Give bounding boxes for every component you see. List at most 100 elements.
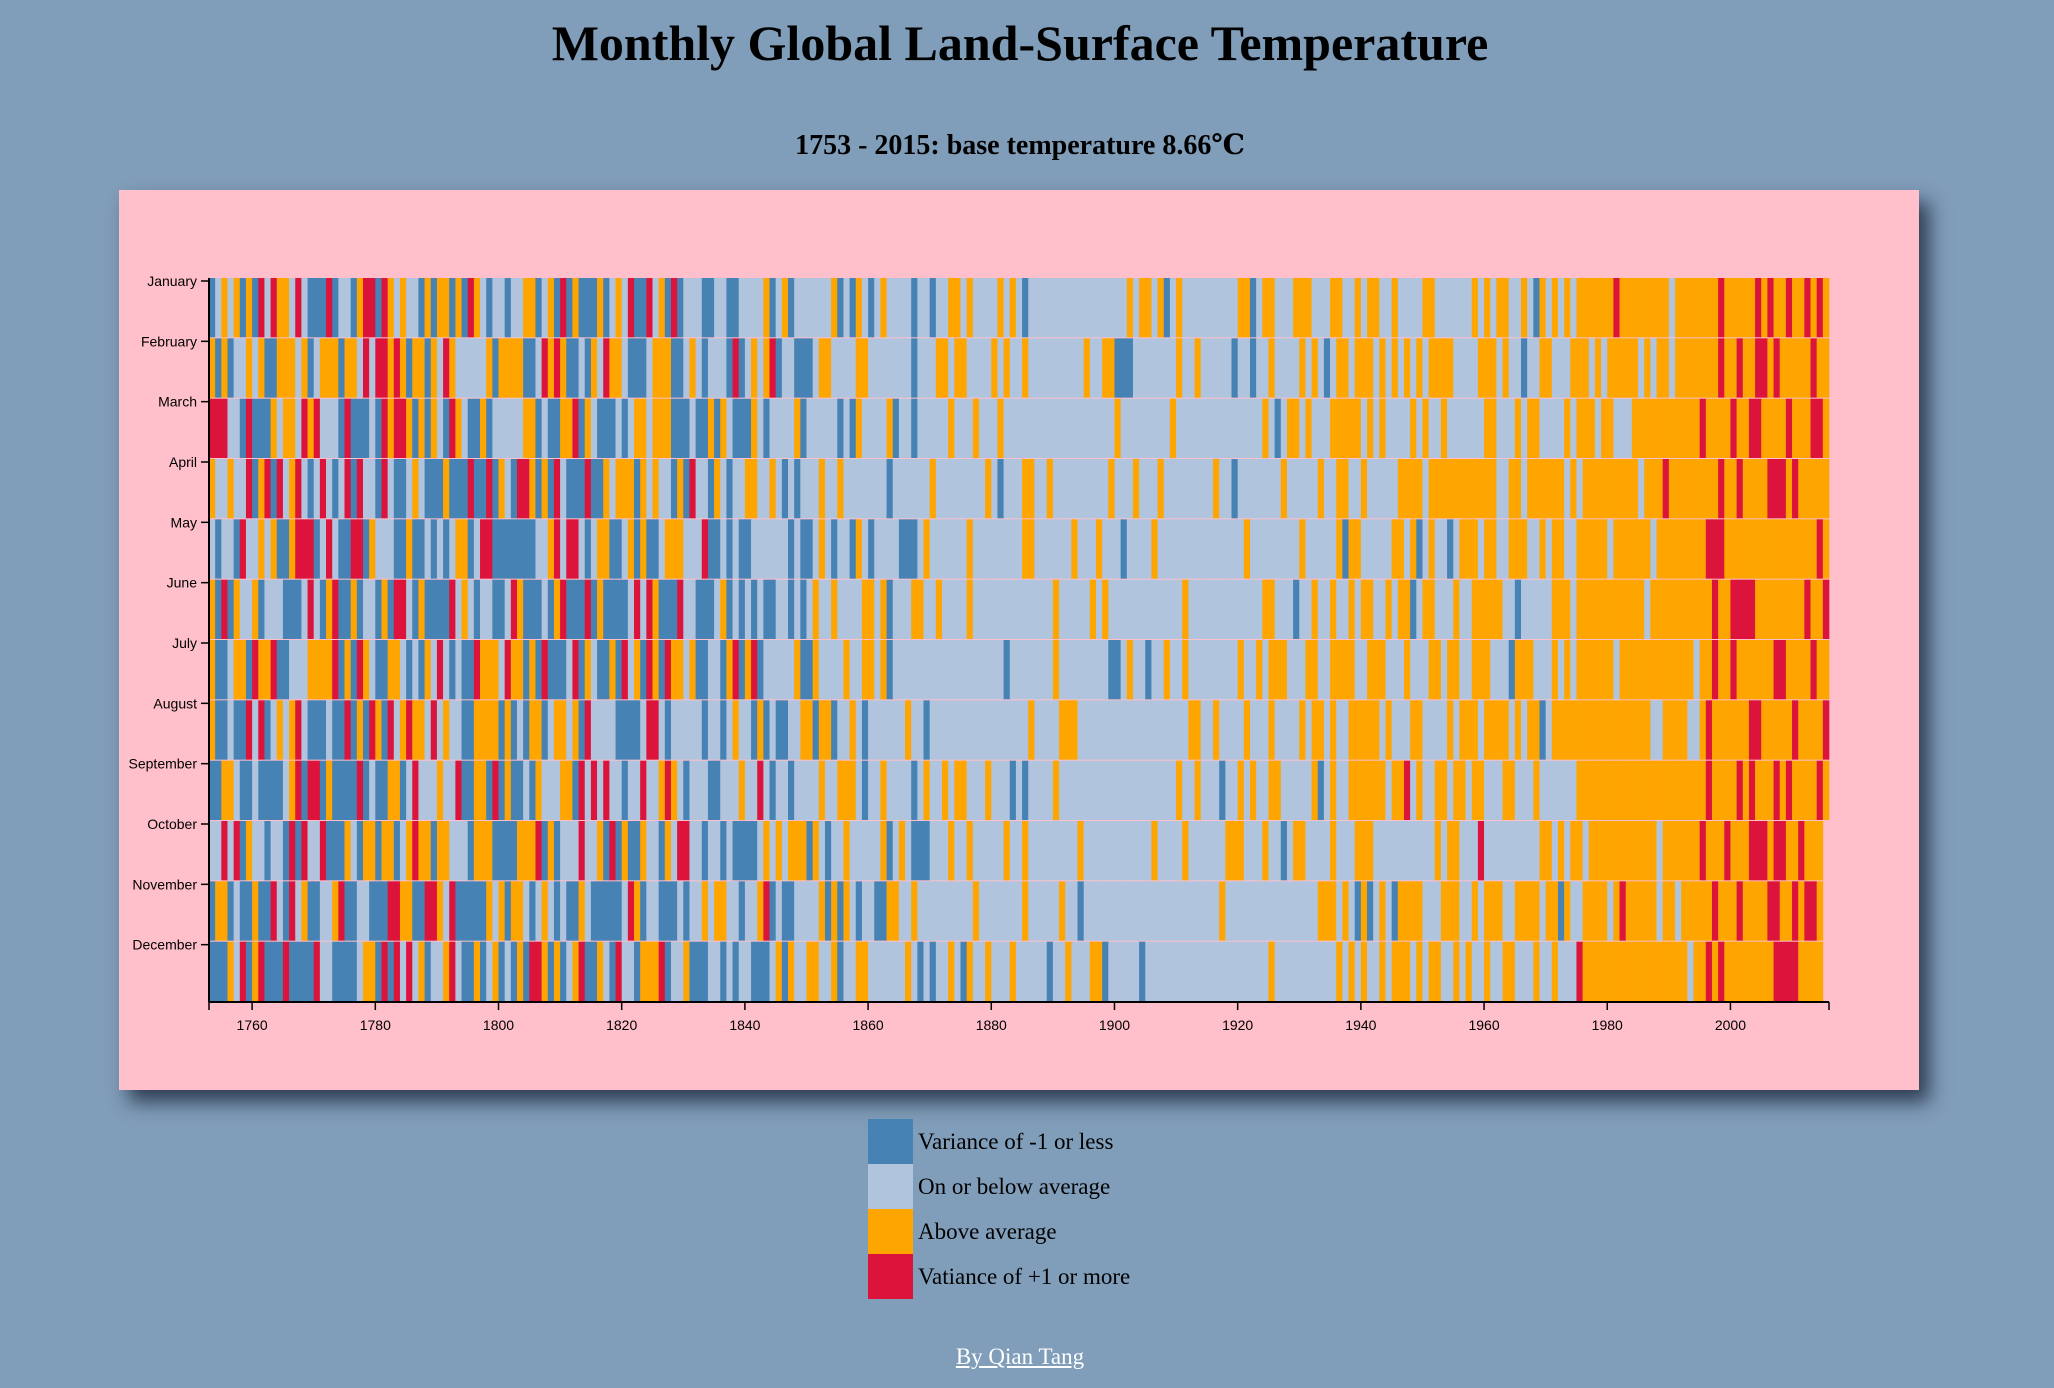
heatmap-cell [1656, 278, 1664, 338]
heatmap-cell [547, 941, 555, 1001]
heatmap-cell [1249, 579, 1257, 639]
heatmap-cell [1102, 941, 1109, 1001]
heatmap-cell [929, 398, 937, 458]
heatmap-cell [701, 338, 709, 398]
heatmap-cell [634, 459, 641, 519]
heatmap-cell [1367, 579, 1374, 639]
heatmap-cell [1607, 459, 1614, 519]
heatmap-cell [1379, 760, 1386, 820]
heatmap-cell [794, 640, 801, 700]
heatmap-cell [1126, 398, 1134, 458]
heatmap-cell [806, 821, 813, 881]
heatmap-cell [1650, 398, 1657, 458]
heatmap-cell [1724, 398, 1731, 458]
heatmap-cell [812, 760, 820, 820]
heatmap-cell [430, 700, 438, 760]
heatmap-cell [473, 278, 481, 338]
heatmap-cell [695, 640, 703, 700]
heatmap-cell [1268, 398, 1275, 458]
heatmap-cell [886, 579, 894, 639]
heatmap-cell [1403, 398, 1411, 458]
heatmap-cell [1792, 700, 1799, 760]
heatmap-cell [1200, 338, 1208, 398]
heatmap-cell [1348, 821, 1356, 881]
heatmap-cell [1588, 640, 1596, 700]
heatmap-cell [1274, 821, 1282, 881]
heatmap-cell [1034, 700, 1041, 760]
heatmap-cell [326, 459, 333, 519]
heatmap-cell [664, 398, 672, 458]
heatmap-cell [1434, 579, 1442, 639]
heatmap-cell [258, 459, 265, 519]
heatmap-cell [1484, 700, 1491, 760]
heatmap-cell [905, 338, 912, 398]
heatmap-cell [1089, 278, 1097, 338]
heatmap-cell [295, 821, 302, 881]
heatmap-cell [344, 278, 352, 338]
heatmap-cell [683, 519, 690, 579]
heatmap-cell [1631, 821, 1639, 881]
heatmap-cell [615, 519, 623, 579]
heatmap-cell [289, 338, 296, 398]
heatmap-cell [1397, 459, 1405, 519]
heatmap-cell [1447, 278, 1454, 338]
heatmap-cell [1668, 821, 1676, 881]
heatmap-cell [1009, 338, 1017, 398]
heatmap-cell [1447, 881, 1454, 941]
heatmap-cell [221, 881, 228, 941]
heatmap-cell [720, 760, 727, 820]
heatmap-cell [1477, 941, 1485, 1001]
heatmap-cell [227, 941, 234, 1001]
heatmap-cell [911, 881, 918, 941]
author-link[interactable]: By Qian Tang [955, 1344, 1085, 1369]
heatmap-cell [1625, 338, 1633, 398]
heatmap-cell [664, 459, 672, 519]
heatmap-cell [627, 459, 635, 519]
heatmap-cell [1083, 941, 1091, 1001]
heatmap-cell [1631, 941, 1639, 1001]
heatmap-cell [732, 700, 740, 760]
heatmap-cell [1114, 459, 1121, 519]
heatmap-cell [1286, 640, 1294, 700]
heatmap-cell [1521, 579, 1528, 639]
heatmap-cell [609, 579, 616, 639]
heatmap-cell [338, 398, 345, 458]
heatmap-cell [707, 640, 715, 700]
heatmap-cell [1293, 941, 1300, 1001]
heatmap-cell [997, 519, 1004, 579]
heatmap-cell [1194, 278, 1202, 338]
heatmap-cell [393, 640, 401, 700]
heatmap-cell [1576, 338, 1583, 398]
heatmap-cell [572, 760, 579, 820]
heatmap-cell [781, 881, 789, 941]
heatmap-cell [738, 821, 746, 881]
heatmap-cell [1379, 278, 1386, 338]
heatmap-cell [1391, 640, 1399, 700]
heatmap-cell [1459, 760, 1466, 820]
heatmap-cell [233, 760, 241, 820]
y-tick-label: December [132, 937, 197, 953]
heatmap-cell [1724, 821, 1731, 881]
heatmap-cell [1588, 881, 1596, 941]
heatmap-cell [430, 398, 438, 458]
heatmap-cell [1052, 821, 1060, 881]
heatmap-cell [1508, 700, 1516, 760]
heatmap-cell [757, 519, 764, 579]
heatmap-cell [1385, 760, 1393, 820]
heatmap-cell [1675, 640, 1682, 700]
heatmap-cell [356, 278, 364, 338]
heatmap-cell [714, 821, 721, 881]
heatmap-cell [720, 700, 727, 760]
heatmap-cell [1052, 579, 1060, 639]
heatmap-cell [362, 278, 370, 338]
heatmap-cell [1718, 700, 1725, 760]
heatmap-cell [818, 398, 826, 458]
heatmap-cell [658, 278, 666, 338]
heatmap-cell [788, 941, 795, 1001]
heatmap-cell [892, 579, 900, 639]
heatmap-cell [1286, 881, 1294, 941]
heatmap-cell [215, 459, 222, 519]
heatmap-cell [1169, 459, 1177, 519]
heatmap-cell [1533, 519, 1540, 579]
heatmap-cell [1736, 459, 1744, 519]
